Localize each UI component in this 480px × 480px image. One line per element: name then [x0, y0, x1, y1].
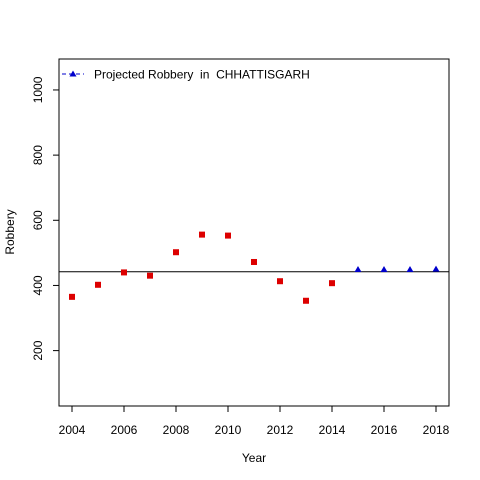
x-axis-label: Year: [242, 451, 266, 465]
plot-area: [59, 232, 449, 304]
data-point-observed: [225, 233, 231, 239]
x-tick-label: 2008: [163, 423, 190, 437]
x-tick-label: 2016: [371, 423, 398, 437]
legend: Projected Robbery in CHHATTISGARH: [62, 68, 310, 82]
data-point-observed: [251, 259, 257, 265]
data-point-projected: [381, 266, 388, 272]
y-tick-label: 400: [31, 275, 45, 295]
x-tick-label: 2006: [111, 423, 138, 437]
data-point-observed: [121, 269, 127, 275]
data-point-observed: [69, 294, 75, 300]
data-point-projected: [355, 266, 362, 272]
data-point-observed: [303, 298, 309, 304]
data-point-observed: [147, 273, 153, 279]
y-tick-label: 1000: [31, 76, 45, 103]
data-point-observed: [277, 278, 283, 284]
legend-label: Projected Robbery in CHHATTISGARH: [94, 68, 310, 82]
y-tick-label: 600: [31, 210, 45, 230]
y-axis-label: Robbery: [3, 209, 17, 254]
data-point-projected: [407, 266, 414, 272]
x-tick-label: 2012: [267, 423, 294, 437]
data-point-observed: [95, 282, 101, 288]
data-point-projected: [433, 266, 440, 272]
plot-frame: [59, 59, 449, 406]
x-tick-label: 2018: [423, 423, 450, 437]
data-point-observed: [329, 280, 335, 286]
y-tick-label: 800: [31, 145, 45, 165]
y-tick-label: 200: [31, 340, 45, 360]
x-tick-label: 2010: [215, 423, 242, 437]
data-point-observed: [173, 249, 179, 255]
data-point-observed: [199, 232, 205, 238]
x-tick-label: 2004: [59, 423, 86, 437]
x-tick-label: 2014: [319, 423, 346, 437]
